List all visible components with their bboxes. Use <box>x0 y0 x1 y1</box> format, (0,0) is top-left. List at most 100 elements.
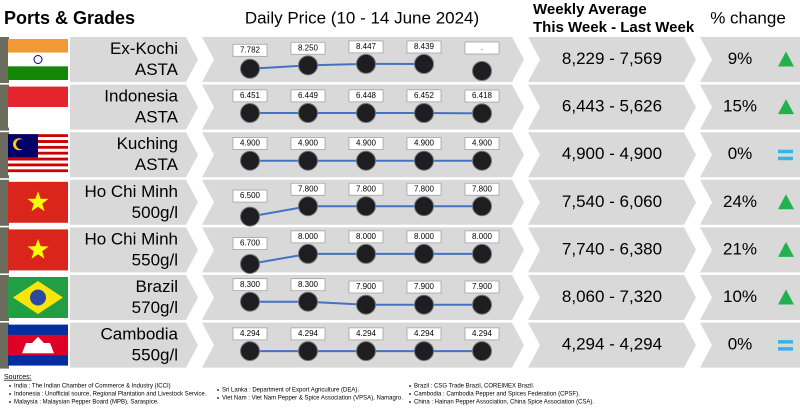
pepper-strip <box>0 322 9 369</box>
value-label-box <box>348 327 384 341</box>
value-label-box <box>406 280 442 294</box>
row-band <box>70 275 198 320</box>
value-label-box <box>232 189 268 203</box>
bullet <box>217 389 219 391</box>
row-band <box>700 37 800 82</box>
port-name: Cambodia <box>101 325 179 344</box>
value-label-box <box>290 327 326 341</box>
value-label-box <box>232 137 268 150</box>
row-band <box>70 227 198 273</box>
source-line: Malaysia : Malaysian Pepper Board (MPB),… <box>14 400 159 406</box>
value-label-box <box>348 40 384 54</box>
price-point <box>298 291 318 312</box>
weekly-average: 4,900 - 4,900 <box>562 144 662 163</box>
bullet <box>409 401 411 403</box>
price-point <box>298 341 318 362</box>
value-label: 4.900 <box>414 139 435 148</box>
value-label-box <box>348 230 384 244</box>
value-label: 4.294 <box>298 329 319 338</box>
price-line <box>249 62 425 70</box>
flag <box>8 86 68 108</box>
header-daily: Daily Price (10 - 14 June 2024) <box>245 8 479 27</box>
price-point <box>356 53 376 74</box>
value-label-box <box>406 182 442 196</box>
value-label-box <box>464 230 500 244</box>
value-label: 7.800 <box>356 184 377 193</box>
header-change: % change <box>710 8 786 27</box>
price-point <box>356 150 376 171</box>
value-label-box <box>290 230 326 244</box>
port-grade: 570g/l <box>132 298 178 317</box>
row-band <box>528 84 696 130</box>
value-label-box <box>464 327 500 341</box>
value-label: 8.439 <box>414 42 435 51</box>
row-band <box>700 132 800 178</box>
value-label: 6.451 <box>240 91 261 100</box>
flag <box>8 157 68 161</box>
bullet <box>217 397 219 399</box>
value-label-box <box>406 40 442 54</box>
value-label: 7.782 <box>240 45 261 54</box>
price-point <box>356 196 376 217</box>
weekly-average: 6,443 - 5,626 <box>562 97 662 116</box>
value-label-box <box>348 89 384 103</box>
flag <box>8 163 68 167</box>
value-label-box <box>290 137 326 150</box>
port-name: Indonesia <box>104 87 178 106</box>
price-point <box>356 341 376 362</box>
pepper-strip <box>0 227 9 274</box>
value-label: 4.294 <box>472 329 493 338</box>
trend-equal <box>778 156 793 161</box>
value-label-box <box>290 89 326 103</box>
percent-change: 0% <box>728 144 753 163</box>
value-label-box <box>406 137 442 150</box>
row-band <box>70 322 198 368</box>
trend-equal <box>778 149 793 154</box>
price-point <box>414 53 434 74</box>
header-weekly: Weekly Average <box>533 1 647 18</box>
value-label-box <box>348 182 384 196</box>
flag <box>16 139 26 150</box>
price-point <box>414 196 434 217</box>
port-name: Ho Chi Minh <box>84 229 178 248</box>
value-label: 6.452 <box>414 91 435 100</box>
flag <box>33 55 43 64</box>
weekly-average: 7,740 - 6,380 <box>562 239 662 258</box>
value-label: 4.294 <box>356 329 377 338</box>
row-band <box>70 84 198 130</box>
port-name: Ho Chi Minh <box>84 182 178 201</box>
price-point <box>414 150 434 171</box>
header-weekly: This Week - Last Week <box>533 19 695 36</box>
value-label: . <box>481 43 483 52</box>
pepper-strip <box>0 37 9 83</box>
row-band <box>700 84 800 130</box>
weekly-average: 8,060 - 7,320 <box>562 287 662 306</box>
price-point <box>356 243 376 264</box>
value-label: 4.900 <box>298 139 319 148</box>
missing-point <box>472 61 492 81</box>
percent-change: 24% <box>723 192 757 211</box>
price-point <box>472 294 492 315</box>
pepper-strip <box>0 132 9 179</box>
row-band <box>700 227 800 273</box>
value-label: 4.294 <box>240 329 261 338</box>
value-label-box <box>406 230 442 244</box>
value-label-box <box>406 327 442 341</box>
bullet <box>9 393 11 395</box>
flag <box>8 160 68 164</box>
value-label: 8.000 <box>356 232 377 241</box>
port-grade: ASTA <box>135 155 179 174</box>
weekly-average: 7,540 - 6,060 <box>562 192 662 211</box>
value-label-box <box>348 137 384 150</box>
source-line: China : Hainan Pepper Association, China… <box>414 400 594 406</box>
flag <box>8 39 68 53</box>
pepper-strip <box>0 84 9 131</box>
bullet <box>409 393 411 395</box>
flag-star <box>27 238 49 259</box>
header-ports: Ports & Grades <box>4 8 135 28</box>
row-band <box>528 275 696 320</box>
percent-change: 9% <box>728 49 753 68</box>
value-label-box <box>464 137 500 150</box>
port-grade: 500g/l <box>132 203 178 222</box>
